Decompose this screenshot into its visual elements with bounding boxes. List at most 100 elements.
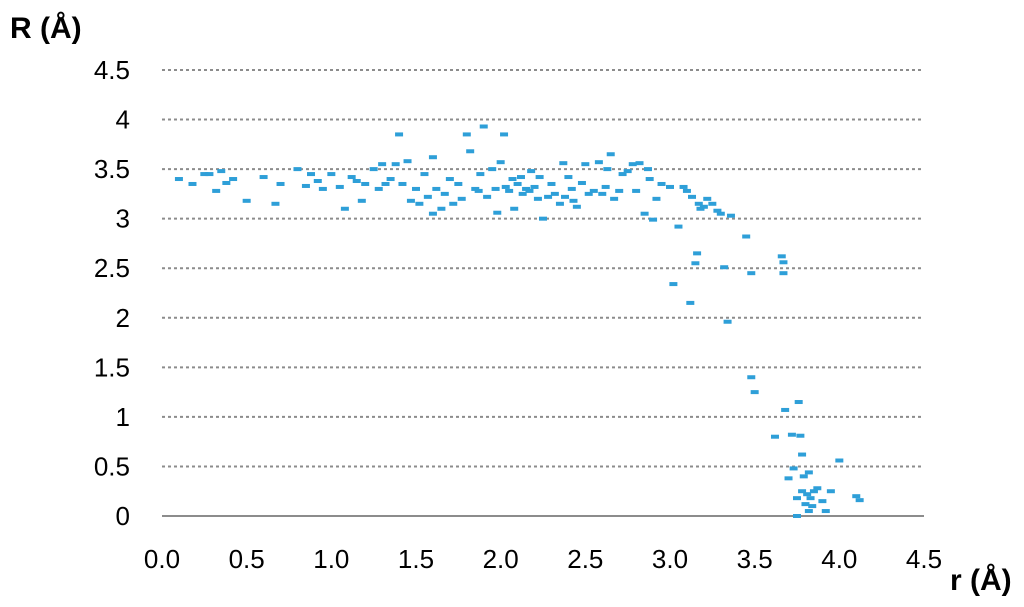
data-point [550,191,559,196]
data-point [428,155,437,160]
y-tick-label: 0 [116,501,130,531]
data-point [513,181,522,186]
data-point [420,172,429,177]
data-point [784,476,793,481]
data-point [293,167,302,172]
data-point [682,188,691,193]
data-point [406,198,415,203]
data-point [798,489,807,494]
x-axis-title: r (Å) [950,564,1012,597]
data-points [174,124,864,518]
data-point [437,206,446,211]
data-point [561,194,570,199]
data-point [610,196,619,201]
data-point [530,184,539,189]
data-point [787,432,796,437]
data-point [572,204,581,209]
data-point [374,186,383,191]
data-point [423,194,432,199]
data-point [357,198,366,203]
data-point [793,496,801,501]
data-point [628,162,637,167]
x-tick-label: 4.0 [821,544,857,574]
data-point [693,251,702,256]
x-tick-label: 4.5 [906,544,942,574]
data-point [391,162,400,167]
data-point [276,181,285,186]
data-point [804,470,813,475]
data-point [395,132,404,137]
data-point [794,400,803,405]
x-tick-label: 2.0 [483,544,519,574]
data-point [488,167,497,172]
data-point [818,499,827,504]
data-point [555,201,564,206]
data-point [623,169,632,174]
data-point [476,172,485,177]
data-point [547,181,556,186]
data-point [821,509,830,514]
y-tick-label: 3.5 [94,154,130,184]
data-point [474,188,483,193]
data-point [501,184,510,189]
data-point [491,186,500,191]
data-point [188,181,197,186]
y-tick-label: 4 [116,105,130,135]
data-point [674,224,683,229]
data-point [747,271,756,276]
data-point [518,191,527,196]
data-point [798,452,807,457]
data-point [200,172,209,177]
data-point [569,198,578,203]
data-point [669,282,678,287]
data-point [462,132,471,137]
data-point [750,390,759,395]
data-point [535,175,544,180]
data-point [242,198,251,203]
data-point [688,194,697,199]
x-tick-label: 0.5 [229,544,265,574]
y-tick-label: 0.5 [94,451,130,481]
data-point [723,319,732,324]
data-point [403,159,412,164]
x-tick-label: 1.0 [313,544,349,574]
data-point [510,206,519,211]
y-axis-title: R (Å) [10,12,82,45]
data-point [386,177,395,182]
data-point [589,188,598,193]
data-point [808,504,817,509]
data-point [726,213,735,218]
y-tick-label: 1 [116,402,130,432]
data-point [603,167,612,172]
data-point [779,271,788,276]
data-point [691,261,700,266]
data-point [352,179,361,184]
data-point [327,172,336,177]
data-point [789,466,798,471]
data-point [445,177,454,182]
data-point [307,172,316,177]
data-point [793,514,801,518]
data-point [454,181,463,186]
data-point [318,186,327,191]
data-point [340,206,349,211]
data-point [483,194,492,199]
data-point [174,177,183,182]
data-point [440,191,449,196]
data-point [643,167,652,172]
y-tick-label: 2 [116,303,130,333]
data-point [618,172,627,177]
data-point [645,177,654,182]
x-tick-label: 3.0 [652,544,688,574]
data-point [525,188,534,193]
data-point [679,184,688,189]
data-point [809,489,818,494]
data-point [742,234,751,239]
y-tick-label: 3 [116,204,130,234]
data-point [381,181,390,186]
data-point [544,194,553,199]
data-point [584,191,593,196]
data-point [259,175,268,180]
y-tick-label: 1.5 [94,352,130,382]
data-point [594,160,603,165]
